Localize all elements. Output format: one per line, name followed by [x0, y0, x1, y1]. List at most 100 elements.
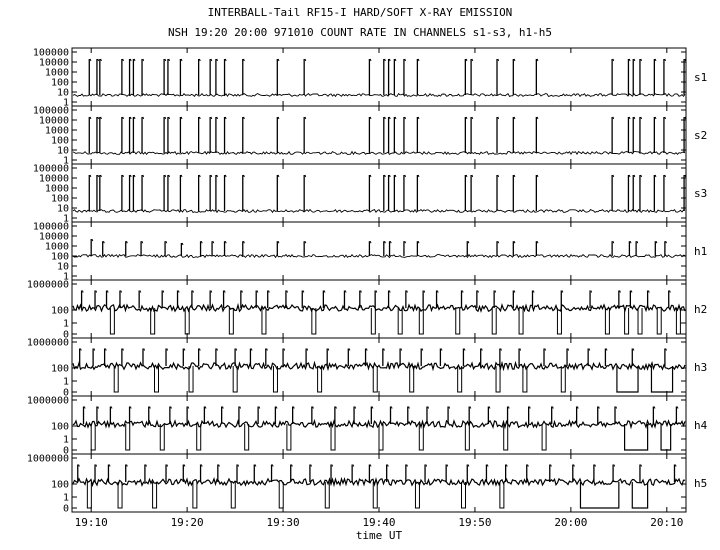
spike-top	[654, 58, 657, 62]
spike-top	[394, 116, 397, 120]
panel-h4: 1000000 100 10 h4	[27, 395, 708, 457]
spike-top	[129, 406, 132, 409]
spike-top	[291, 464, 293, 467]
drop	[228, 308, 234, 335]
drop	[675, 308, 681, 335]
spike-top	[224, 116, 227, 120]
spike-top	[258, 406, 261, 409]
spike-top	[243, 174, 245, 178]
spike-top	[394, 174, 397, 178]
spike-top	[335, 406, 337, 409]
x-tick-label: 20:10	[650, 516, 683, 529]
spike-top	[630, 290, 633, 293]
spike-top	[224, 241, 227, 244]
spike-top	[384, 116, 386, 120]
spike-top	[387, 464, 389, 467]
spike-top	[302, 290, 305, 293]
spike-top	[500, 348, 502, 351]
spike-top	[304, 116, 307, 120]
spike-top	[471, 116, 474, 120]
spike-top	[164, 58, 167, 62]
spike-top	[108, 464, 111, 467]
x-tick-label: 19:30	[267, 516, 300, 529]
spike-top	[277, 116, 280, 120]
spike-top	[384, 174, 386, 178]
drop	[418, 424, 424, 451]
spike-top	[394, 58, 397, 62]
drop	[522, 366, 528, 393]
drop	[370, 308, 376, 335]
spike-top	[436, 290, 439, 293]
y-tick-label: 1000	[45, 126, 69, 137]
spike-top	[633, 174, 636, 178]
spike-top	[100, 58, 102, 62]
spike-top	[665, 241, 667, 244]
y-tick-label: 1000000	[27, 454, 69, 465]
spike-top	[486, 464, 489, 467]
drop	[495, 366, 501, 393]
spike-top	[80, 348, 82, 351]
spike-top	[544, 348, 547, 351]
spike-top	[684, 174, 687, 178]
drop	[457, 366, 463, 393]
spike-top	[417, 58, 420, 62]
y-tick-label: 0	[63, 388, 69, 399]
spike-top	[536, 241, 539, 244]
spike-top	[331, 464, 334, 467]
spike-top	[210, 174, 213, 178]
spike-top	[674, 464, 677, 467]
spike-top	[448, 406, 451, 409]
spike-top	[183, 348, 186, 351]
y-tick-label: 100000	[33, 164, 69, 175]
spike-top	[168, 174, 171, 178]
y-tick-label: 100000	[33, 222, 69, 233]
y-tick-label: 100000	[33, 106, 69, 117]
spike-top	[628, 174, 631, 178]
baseline-trace	[72, 360, 686, 372]
spike-top	[552, 406, 554, 409]
spike-top	[598, 406, 600, 409]
spike-top	[139, 290, 142, 293]
spike-top	[243, 116, 245, 120]
y-tick-label: 100	[51, 422, 69, 433]
spike-top	[97, 406, 100, 409]
spike-top	[513, 174, 516, 178]
spike-top	[365, 348, 368, 351]
spike-top	[239, 406, 241, 409]
spike-top	[684, 116, 687, 120]
spike-top	[467, 464, 470, 467]
spike-top	[198, 174, 201, 178]
drop	[278, 482, 284, 509]
spike-top	[612, 116, 615, 120]
drop	[230, 482, 236, 509]
spike-top	[636, 241, 639, 244]
spike-top	[404, 174, 407, 178]
spike-top	[400, 348, 403, 351]
spike-top	[104, 348, 107, 351]
spike-top	[527, 464, 529, 467]
spike-top	[181, 242, 184, 246]
channel-label: s3	[694, 187, 707, 200]
spike-top	[145, 464, 147, 467]
spike-top	[224, 58, 227, 62]
spike-top	[465, 174, 468, 178]
panel-h5: 1000000 100 10 h5	[27, 453, 707, 515]
spike-top	[100, 116, 102, 120]
spike-top	[133, 58, 136, 62]
zero-gap	[616, 366, 639, 393]
spike-top	[122, 116, 124, 120]
spike-top	[344, 290, 347, 293]
spike-top	[91, 238, 94, 242]
spike-top	[83, 406, 86, 409]
drop	[154, 366, 160, 393]
spike-top	[446, 464, 449, 467]
spike-top	[142, 174, 145, 178]
spike-top	[180, 116, 183, 120]
spike-top	[389, 241, 392, 244]
spike-top	[129, 174, 132, 178]
spike-top	[93, 348, 96, 351]
spike-top	[210, 58, 213, 62]
spike-top	[243, 241, 245, 244]
